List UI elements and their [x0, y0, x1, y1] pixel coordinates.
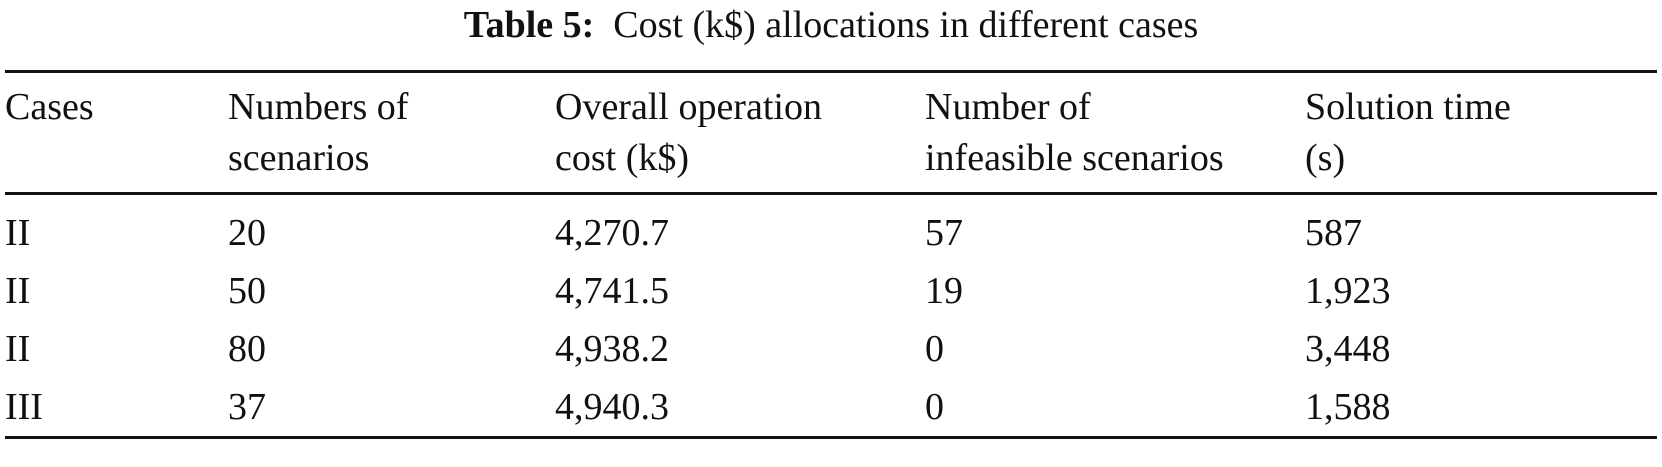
- table-row: III 37 4,940.3 0 1,588: [5, 378, 1657, 438]
- table-cell: II: [5, 328, 31, 370]
- table-cell: 19: [925, 270, 963, 312]
- column-header: Cases: [5, 72, 228, 194]
- cost-allocation-table: Cases Numbers of scenarios Overall operatio…: [5, 70, 1657, 439]
- table-cell: 1,923: [1305, 270, 1391, 312]
- table-cell: 4,270.7: [555, 212, 669, 254]
- table-cell: II: [5, 212, 31, 254]
- table-cell: 1,588: [1305, 386, 1391, 428]
- column-header: Overall operation cost (k$): [555, 72, 925, 194]
- table-cell: 50: [228, 270, 266, 312]
- table-cell: 4,940.3: [555, 386, 669, 428]
- table-cell: 3,448: [1305, 328, 1391, 370]
- header-row: Cases Numbers of scenarios Overall operatio…: [5, 71, 1657, 194]
- table-cell: 57: [925, 212, 963, 254]
- table-cell: 4,938.2: [555, 328, 669, 370]
- table-cell: II: [5, 270, 31, 312]
- table-cell: 80: [228, 328, 266, 370]
- column-header-line: Numbers of: [228, 86, 409, 128]
- column-header-line: scenarios: [228, 137, 370, 179]
- column-header-line: Cases: [5, 86, 94, 128]
- column-header-line: cost (k$): [555, 137, 690, 179]
- table-title: Cost (k$) allocations in different cases: [613, 4, 1199, 46]
- column-header-line: Overall operation: [555, 86, 822, 128]
- table-row: II 20 4,270.7 57 587: [5, 194, 1657, 263]
- table-caption: Table 5: Cost (k$) allocations in differ…: [0, 0, 1662, 50]
- table-cell: 0: [925, 386, 944, 428]
- table-body: II 20 4,270.7 57 587 II 50 4,741.5 19 1,923 II 80 4,…: [5, 194, 1657, 438]
- column-header-line: (s): [1305, 137, 1346, 179]
- column-header-line: Number of: [925, 86, 1091, 128]
- table-cell: 4,741.5: [555, 270, 669, 312]
- table-cell: 37: [228, 386, 266, 428]
- column-header: Solution time (s): [1305, 72, 1657, 194]
- table-cell: 20: [228, 212, 266, 254]
- column-header-line: Solution time: [1305, 86, 1511, 128]
- column-header: Numbers of scenarios: [228, 72, 555, 194]
- table-cell: III: [5, 386, 43, 428]
- table-cell: 587: [1305, 212, 1362, 254]
- table-row: II 50 4,741.5 19 1,923: [5, 262, 1657, 320]
- table-label: Table 5:: [463, 4, 595, 46]
- column-header-line: infeasible scenarios: [925, 137, 1224, 179]
- table-cell: 0: [925, 328, 944, 370]
- table-row: II 80 4,938.2 0 3,448: [5, 320, 1657, 378]
- column-header: Number of infeasible scenarios: [925, 72, 1305, 194]
